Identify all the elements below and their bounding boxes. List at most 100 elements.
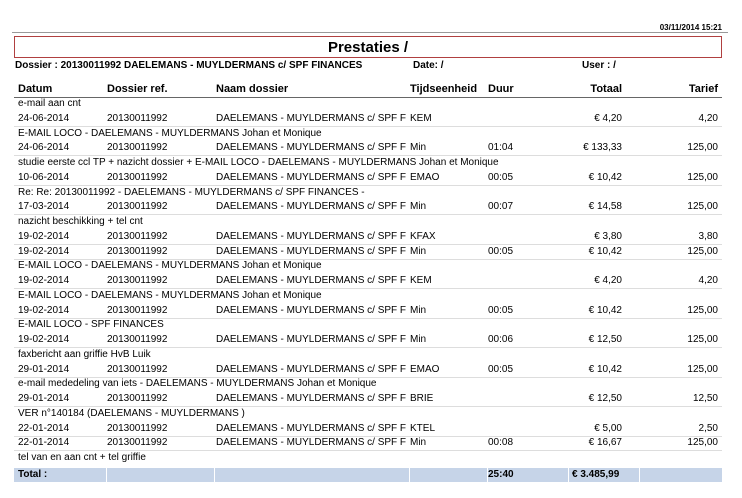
table-cell: 12,50 (692, 393, 718, 404)
table-cell: DAELEMANS - MUYLDERMANS c/ SPF F (216, 201, 407, 213)
column-header-rule (14, 97, 722, 98)
row-rule (14, 376, 722, 378)
entry-description: E-MAIL LOCO - SPF FINANCES (18, 319, 164, 331)
table-cell: 00:07 (488, 201, 514, 213)
table-cell: € 4,20 (594, 275, 622, 286)
row-rule (14, 125, 722, 127)
table-cell: 20130011992 (107, 422, 168, 434)
table-cell: 19-02-2014 (18, 275, 70, 286)
table-cell: DAELEMANS - MUYLDERMANS c/ SPF F (216, 275, 407, 286)
total-label: Total : (18, 468, 48, 480)
entry-description: e-mail mededeling van iets - DAELEMANS -… (18, 378, 377, 390)
entry-description: E-MAIL LOCO - DAELEMANS - MUYLDERMANS Jo… (18, 289, 322, 301)
table-cell: DAELEMANS - MUYLDERMANS c/ SPF F (216, 230, 407, 242)
column-header: Dossier ref. (107, 83, 168, 95)
entry-description: VER n°140184 (DAELEMANS - MUYLDERMANS ) (18, 407, 245, 419)
entry-description: E-MAIL LOCO - DAELEMANS - MUYLDERMANS Jo… (18, 260, 322, 272)
row-rule (14, 347, 722, 348)
table-cell: 19-02-2014 (18, 230, 70, 242)
table-cell: 22-01-2014 (18, 437, 70, 449)
table-cell: Min (410, 201, 427, 213)
table-cell: 24-06-2014 (18, 142, 70, 154)
table-cell: 19-02-2014 (18, 334, 70, 345)
column-header: Naam dossier (216, 83, 289, 95)
table-cell: € 133,33 (583, 142, 622, 154)
table-cell: € 10,42 (588, 171, 622, 183)
total-cell-bg (410, 467, 488, 482)
table-cell: 00:05 (488, 363, 514, 375)
table-cell: 125,00 (687, 201, 718, 213)
table-cell: 20130011992 (107, 230, 168, 242)
table-cell: € 4,20 (594, 112, 622, 124)
table-cell: 125,00 (687, 437, 718, 449)
table-cell: 20130011992 (107, 437, 168, 449)
table-cell: 00:05 (488, 245, 514, 257)
row-rule (14, 243, 722, 245)
dossier-info: Dossier : 20130011992 DAELEMANS - MUYLDE… (15, 60, 363, 71)
table-cell: 20130011992 (107, 142, 168, 154)
table-cell: EMAO (410, 363, 440, 375)
table-cell: DAELEMANS - MUYLDERMANS c/ SPF F (216, 142, 407, 154)
table-cell: KTEL (410, 422, 436, 434)
entry-description: Re: Re: 20130011992 - DAELEMANS - MUYLDE… (18, 186, 365, 198)
total-totaal: € 3.485,99 (572, 468, 620, 480)
table-cell: 17-03-2014 (18, 201, 70, 213)
column-header: Datum (18, 83, 53, 95)
table-cell: DAELEMANS - MUYLDERMANS c/ SPF F (216, 304, 407, 316)
row-rule (14, 288, 722, 289)
total-cell-bg (14, 467, 107, 482)
table-cell: Min (410, 304, 427, 316)
column-header: Tijdseenheid (410, 83, 478, 95)
table-cell: 20130011992 (107, 334, 168, 345)
row-rule (14, 435, 722, 437)
table-cell: EMAO (410, 171, 440, 183)
table-cell: 4,20 (698, 112, 718, 124)
table-cell: Min (410, 334, 427, 345)
date-info: Date: / (413, 60, 444, 71)
table-cell: DAELEMANS - MUYLDERMANS c/ SPF F (216, 393, 407, 404)
table-cell: Min (410, 437, 427, 449)
table-cell: 19-02-2014 (18, 245, 70, 257)
table-cell: € 14,58 (588, 201, 622, 213)
table-cell: 20130011992 (107, 363, 168, 375)
table-cell: 20130011992 (107, 393, 168, 404)
table-cell: DAELEMANS - MUYLDERMANS c/ SPF F (216, 112, 407, 124)
table-cell: 20130011992 (107, 171, 168, 183)
table-cell: DAELEMANS - MUYLDERMANS c/ SPF F (216, 334, 407, 345)
user-info: User : / (582, 60, 616, 71)
table-cell: Min (410, 142, 427, 154)
table-cell: 20130011992 (107, 201, 168, 213)
row-rule (14, 184, 722, 186)
table-cell: DAELEMANS - MUYLDERMANS c/ SPF F (216, 171, 407, 183)
total-cell-bg (640, 467, 723, 482)
table-cell: 29-01-2014 (18, 393, 70, 404)
entry-description: e-mail aan cnt (18, 98, 81, 109)
table-cell: € 10,42 (588, 245, 622, 257)
table-cell: Min (410, 245, 427, 257)
row-rule (14, 317, 722, 319)
report-title: Prestaties / (327, 39, 409, 56)
entry-description: E-MAIL LOCO - DAELEMANS - MUYLDERMANS Jo… (18, 127, 322, 139)
table-cell: BRIE (410, 393, 434, 404)
table-cell: 00:06 (488, 334, 514, 345)
table-cell: 00:08 (488, 437, 514, 449)
table-cell: 00:05 (488, 171, 514, 183)
table-cell: 10-06-2014 (18, 171, 70, 183)
row-rule (14, 450, 722, 452)
table-cell: DAELEMANS - MUYLDERMANS c/ SPF F (216, 363, 407, 375)
table-cell: DAELEMANS - MUYLDERMANS c/ SPF F (216, 245, 407, 257)
table-cell: 20130011992 (107, 112, 168, 124)
table-cell: DAELEMANS - MUYLDERMANS c/ SPF F (216, 437, 407, 449)
table-cell: € 10,42 (588, 304, 622, 316)
row-rule (14, 258, 722, 260)
table-cell: 22-01-2014 (18, 422, 70, 434)
table-cell: 19-02-2014 (18, 304, 70, 316)
table-cell: 3,80 (698, 230, 718, 242)
table-cell: € 3,80 (594, 230, 622, 242)
table-cell: € 12,50 (588, 334, 622, 345)
row-rule (14, 155, 722, 157)
table-cell: 125,00 (687, 334, 718, 345)
table-cell: 125,00 (687, 245, 718, 257)
column-header: Totaal (590, 83, 622, 95)
